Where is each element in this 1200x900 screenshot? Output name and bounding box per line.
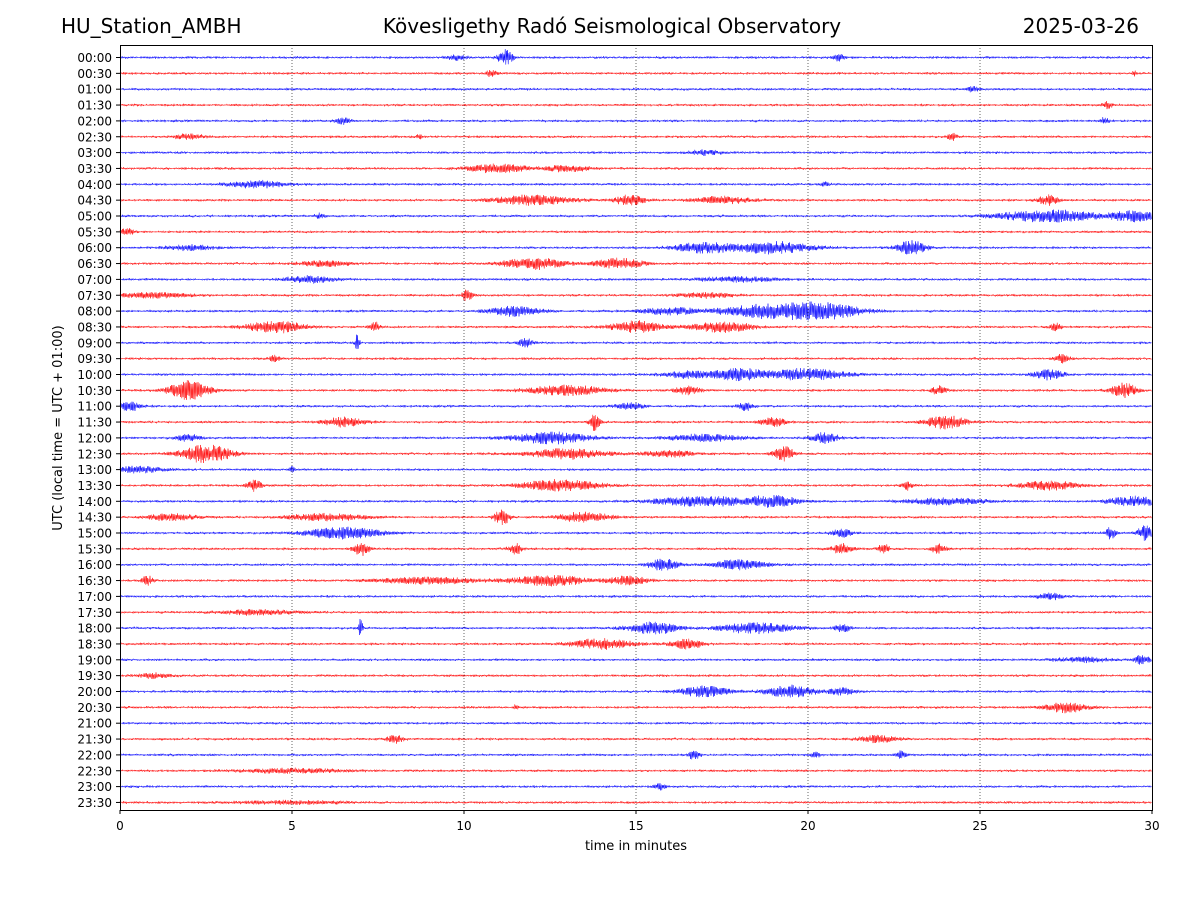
trace-0230 bbox=[119, 132, 1152, 141]
y-tick-label: 23:30 bbox=[77, 796, 112, 810]
station-name: HU_Station_AMBH bbox=[61, 14, 242, 38]
y-tick-label: 04:00 bbox=[77, 178, 112, 192]
y-tick-label: 21:30 bbox=[77, 733, 112, 747]
y-tick-label: 03:00 bbox=[77, 146, 112, 160]
y-tick-label: 17:00 bbox=[77, 590, 112, 604]
y-tick-label: 06:00 bbox=[77, 241, 112, 255]
y-tick-label: 08:00 bbox=[77, 305, 112, 319]
x-tick-label: 25 bbox=[972, 819, 987, 833]
trace-1700 bbox=[119, 592, 1152, 601]
y-tick-label: 11:00 bbox=[77, 400, 112, 414]
y-tick-label: 12:30 bbox=[77, 447, 112, 461]
x-tick-label: 15 bbox=[628, 819, 643, 833]
chart-title: Kövesligethy Radó Seismological Observat… bbox=[382, 14, 842, 38]
trace-1430 bbox=[119, 509, 1152, 525]
trace-0730 bbox=[119, 289, 1152, 301]
y-tick-label: 19:00 bbox=[77, 653, 112, 667]
plot-frame bbox=[120, 45, 1153, 811]
y-tick-label: 05:00 bbox=[77, 210, 112, 224]
x-tick-label: 30 bbox=[1144, 819, 1159, 833]
trace-1830 bbox=[119, 638, 1152, 650]
trace-1900 bbox=[119, 655, 1152, 665]
x-axis-label: time in minutes bbox=[585, 839, 687, 854]
x-tick-label: 5 bbox=[288, 819, 296, 833]
trace-2130 bbox=[119, 734, 1152, 744]
vertical-gridlines bbox=[291, 45, 981, 810]
y-tick-label: 10:00 bbox=[77, 368, 112, 382]
y-tick-label: 09:30 bbox=[77, 352, 112, 366]
x-tick-label: 20 bbox=[800, 819, 815, 833]
y-axis-label: UTC (local time = UTC + 01:00) bbox=[51, 325, 66, 530]
trace-0100 bbox=[119, 86, 1152, 93]
y-tick-label: 15:00 bbox=[77, 527, 112, 541]
trace-0400 bbox=[119, 179, 1152, 189]
y-tick-label: 01:00 bbox=[77, 83, 112, 97]
y-tick-label: 02:00 bbox=[77, 114, 112, 128]
y-tick-label: 16:30 bbox=[77, 574, 112, 588]
y-tick-label: 18:30 bbox=[77, 637, 112, 651]
y-tick-label: 22:30 bbox=[77, 764, 112, 778]
trace-2330 bbox=[119, 799, 1152, 805]
trace-2230 bbox=[119, 767, 1152, 774]
y-tick-label: 11:30 bbox=[77, 416, 112, 430]
chart-date: 2025-03-26 bbox=[1022, 14, 1139, 38]
trace-2000 bbox=[119, 684, 1152, 698]
trace-2030 bbox=[119, 702, 1152, 714]
trace-1530 bbox=[119, 543, 1152, 556]
y-tick-label: 14:30 bbox=[77, 511, 112, 525]
y-tick-label: 00:30 bbox=[77, 67, 112, 81]
y-tick-label: 15:30 bbox=[77, 542, 112, 556]
trace-0930 bbox=[119, 353, 1152, 364]
y-tick-label: 14:00 bbox=[77, 495, 112, 509]
y-tick-label: 18:00 bbox=[77, 622, 112, 636]
x-tick-label: 0 bbox=[116, 819, 124, 833]
x-axis-ticks: 0 5 10 15 20 25 30 bbox=[116, 810, 1160, 833]
y-tick-label: 16:00 bbox=[77, 558, 112, 572]
trace-1800 bbox=[119, 619, 1152, 636]
y-tick-label: 20:00 bbox=[77, 685, 112, 699]
trace-1200 bbox=[119, 431, 1152, 445]
y-tick-label: 17:30 bbox=[77, 606, 112, 620]
trace-0030 bbox=[119, 70, 1152, 77]
y-tick-label: 07:30 bbox=[77, 289, 112, 303]
trace-0630 bbox=[119, 257, 1152, 270]
y-tick-label: 20:30 bbox=[77, 701, 112, 715]
y-tick-label: 09:00 bbox=[77, 336, 112, 350]
y-tick-label: 00:00 bbox=[77, 51, 112, 65]
y-tick-label: 19:30 bbox=[77, 669, 112, 683]
trace-1330 bbox=[119, 479, 1152, 492]
y-tick-label: 21:00 bbox=[77, 717, 112, 731]
y-tick-label: 04:30 bbox=[77, 194, 112, 208]
y-tick-label: 02:30 bbox=[77, 130, 112, 144]
trace-0830 bbox=[119, 320, 1152, 334]
y-tick-label: 01:30 bbox=[77, 99, 112, 113]
y-tick-label: 03:30 bbox=[77, 162, 112, 176]
trace-0600 bbox=[119, 240, 1152, 255]
y-tick-label: 06:30 bbox=[77, 257, 112, 271]
trace-1300 bbox=[119, 465, 1152, 474]
trace-1000 bbox=[119, 368, 1152, 382]
y-tick-label: 22:00 bbox=[77, 748, 112, 762]
y-tick-label: 05:30 bbox=[77, 225, 112, 239]
trace-0800 bbox=[119, 301, 1152, 321]
y-tick-label: 23:00 bbox=[77, 780, 112, 794]
trace-1130 bbox=[119, 414, 1152, 431]
y-tick-label: 10:30 bbox=[77, 384, 112, 398]
trace-1630 bbox=[119, 575, 1152, 587]
y-tick-label: 08:30 bbox=[77, 320, 112, 334]
y-tick-label: 12:00 bbox=[77, 431, 112, 445]
y-tick-label: 13:30 bbox=[77, 479, 112, 493]
trace-1500 bbox=[119, 525, 1152, 541]
x-tick-label: 10 bbox=[456, 819, 471, 833]
trace-1100 bbox=[119, 401, 1152, 411]
trace-0300 bbox=[119, 149, 1152, 156]
trace-2200 bbox=[119, 750, 1152, 760]
y-tick-label: 13:00 bbox=[77, 463, 112, 477]
y-tick-label: 07:00 bbox=[77, 273, 112, 287]
